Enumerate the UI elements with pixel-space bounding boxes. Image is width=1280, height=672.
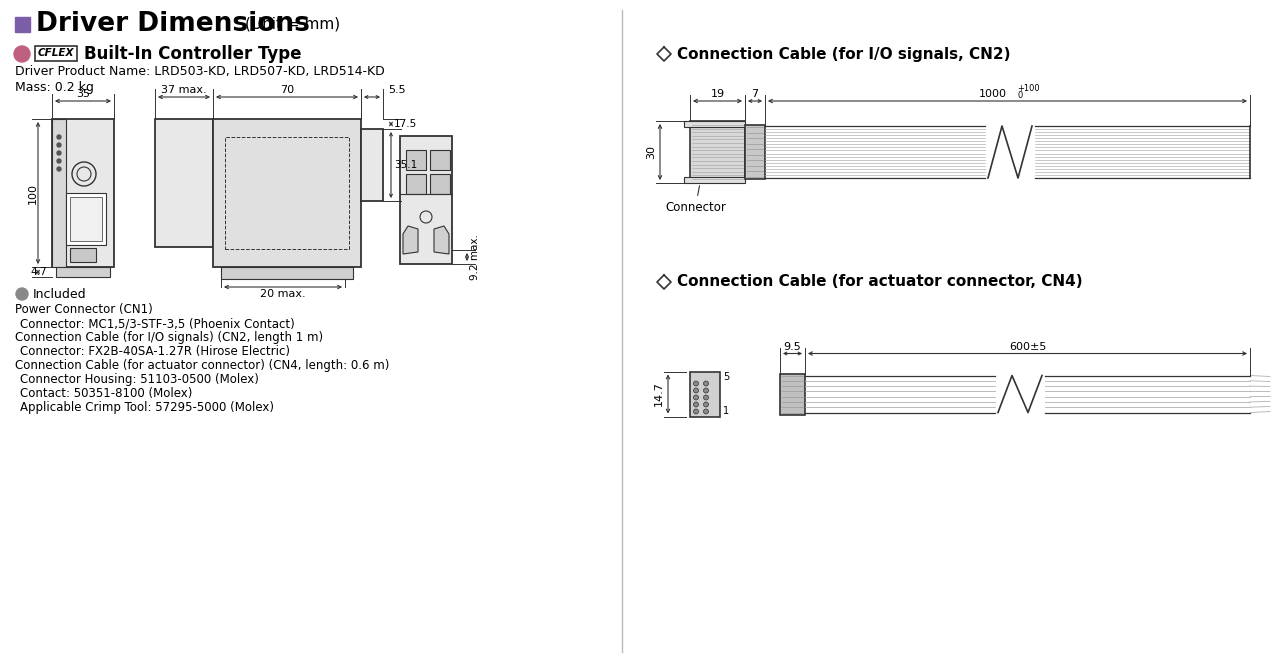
Text: 30: 30 (646, 145, 657, 159)
Text: Mass: 0.2 kg: Mass: 0.2 kg (15, 81, 93, 93)
Text: Driver Product Name: LRD503-KD, LRD507-KD, LRD514-KD: Driver Product Name: LRD503-KD, LRD507-K… (15, 65, 385, 79)
Text: Connector: MC1,5/3-STF-3,5 (Phoenix Contact): Connector: MC1,5/3-STF-3,5 (Phoenix Cont… (20, 317, 294, 331)
Text: 17.5: 17.5 (394, 119, 417, 129)
Text: 5: 5 (723, 372, 730, 382)
Circle shape (694, 402, 699, 407)
Bar (225, 137, 349, 249)
Bar (430, 174, 451, 194)
Bar (52, 119, 114, 267)
Bar (221, 267, 353, 279)
Bar (70, 197, 102, 241)
Text: 1000: 1000 (978, 89, 1006, 99)
Circle shape (704, 409, 709, 414)
Text: CFLEX: CFLEX (37, 48, 74, 58)
Text: 1: 1 (723, 407, 730, 417)
Text: 20 max.: 20 max. (260, 289, 306, 299)
Bar (690, 372, 719, 417)
Bar (56, 267, 110, 277)
Bar (212, 119, 361, 267)
Text: 37 max.: 37 max. (161, 85, 207, 95)
Bar (70, 248, 96, 262)
Text: 19: 19 (710, 89, 724, 99)
Text: 600±5: 600±5 (1009, 341, 1046, 351)
Text: 9.5: 9.5 (783, 341, 801, 351)
Bar (690, 121, 745, 183)
Circle shape (58, 167, 61, 171)
Bar (399, 136, 452, 264)
Circle shape (14, 46, 29, 62)
Circle shape (704, 395, 709, 400)
FancyBboxPatch shape (684, 177, 745, 183)
Text: Contact: 50351-8100 (Molex): Contact: 50351-8100 (Molex) (20, 388, 192, 401)
Circle shape (58, 143, 61, 147)
Circle shape (15, 288, 28, 300)
Text: 9.2 max.: 9.2 max. (470, 234, 480, 280)
Bar (155, 119, 212, 247)
Bar (430, 150, 451, 170)
Text: 4.7: 4.7 (31, 267, 47, 277)
Text: Applicable Crimp Tool: 57295-5000 (Molex): Applicable Crimp Tool: 57295-5000 (Molex… (20, 401, 274, 415)
Text: Connection Cable (for actuator connector, CN4): Connection Cable (for actuator connector… (677, 274, 1083, 290)
Text: 35.1: 35.1 (394, 160, 417, 170)
Bar (745, 125, 765, 179)
Text: Connection Cable (for I/O signals, CN2): Connection Cable (for I/O signals, CN2) (677, 46, 1010, 62)
Bar (67, 193, 106, 245)
Bar (35, 46, 77, 61)
Text: Connector: FX2B-40SA-1.27R (Hirose Electric): Connector: FX2B-40SA-1.27R (Hirose Elect… (20, 345, 291, 358)
Bar (361, 129, 383, 201)
Circle shape (694, 381, 699, 386)
Circle shape (58, 135, 61, 139)
Text: 100: 100 (28, 183, 38, 204)
Text: +100: +100 (1018, 84, 1041, 93)
Text: 14.7: 14.7 (654, 382, 664, 407)
Text: 70: 70 (280, 85, 294, 95)
Circle shape (704, 402, 709, 407)
Text: Included: Included (33, 288, 87, 300)
Bar (52, 119, 67, 267)
Text: Connection Cable (for I/O signals) (CN2, length 1 m): Connection Cable (for I/O signals) (CN2,… (15, 331, 323, 345)
Text: Power Connector (CN1): Power Connector (CN1) (15, 304, 152, 317)
Bar (406, 174, 426, 194)
Circle shape (694, 395, 699, 400)
Text: 7: 7 (751, 89, 759, 99)
Text: Connection Cable (for actuator connector) (CN4, length: 0.6 m): Connection Cable (for actuator connector… (15, 360, 389, 372)
Text: 35: 35 (76, 89, 90, 99)
Circle shape (694, 409, 699, 414)
Circle shape (58, 159, 61, 163)
Text: 0: 0 (1018, 91, 1023, 100)
Circle shape (704, 388, 709, 393)
Text: 5.5: 5.5 (388, 85, 406, 95)
Bar (15, 17, 29, 32)
Circle shape (704, 381, 709, 386)
Circle shape (694, 388, 699, 393)
Text: Driver Dimensions: Driver Dimensions (36, 11, 310, 37)
Text: Connector: Connector (666, 185, 726, 214)
Polygon shape (403, 226, 419, 254)
Circle shape (58, 151, 61, 155)
Bar (780, 374, 805, 415)
FancyBboxPatch shape (684, 121, 745, 127)
Text: Connector Housing: 51103-0500 (Molex): Connector Housing: 51103-0500 (Molex) (20, 374, 259, 386)
Bar (406, 150, 426, 170)
Polygon shape (434, 226, 449, 254)
Text: Built-In Controller Type: Built-In Controller Type (84, 45, 302, 63)
Text: (Unit = mm): (Unit = mm) (244, 17, 340, 32)
